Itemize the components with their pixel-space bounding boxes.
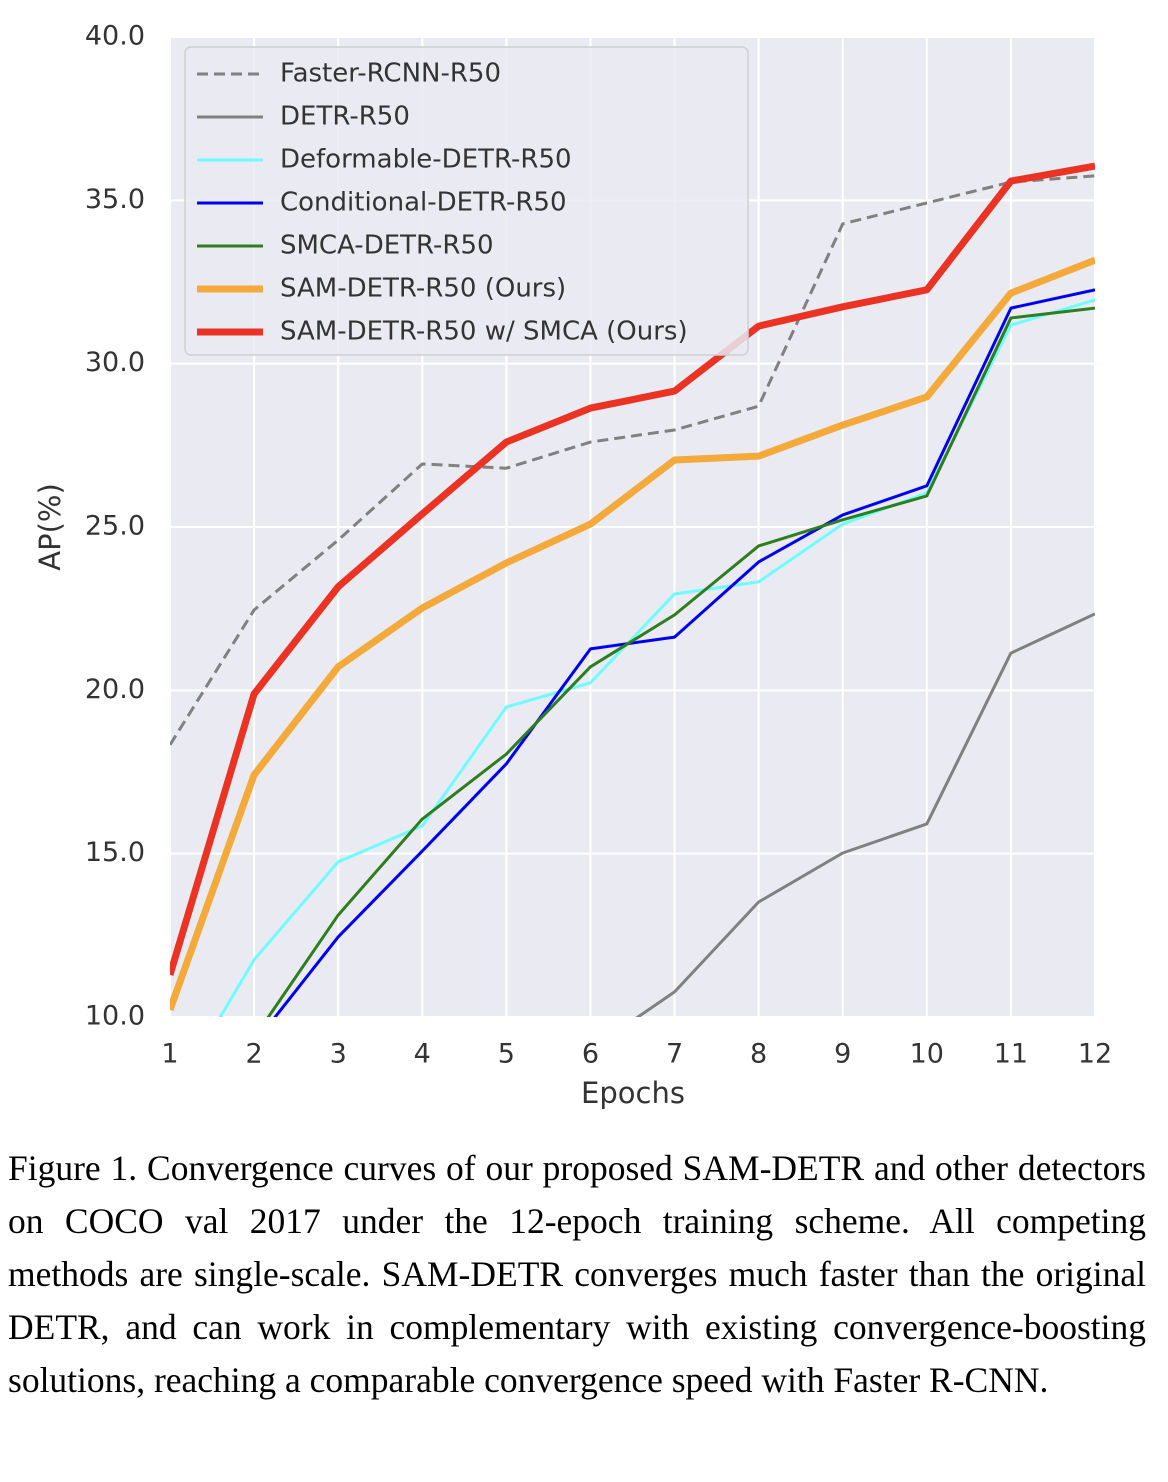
x-tick-label: 4 bbox=[414, 1039, 431, 1070]
figure-caption: Figure 1. Convergence curves of our prop… bbox=[8, 1148, 1146, 1400]
x-tick-label: 11 bbox=[994, 1039, 1028, 1070]
x-tick-label: 6 bbox=[582, 1039, 599, 1070]
x-tick-label: 5 bbox=[498, 1039, 515, 1070]
x-tick-label: 10 bbox=[910, 1039, 944, 1070]
series-line bbox=[170, 162, 1095, 976]
x-axis-label: Epochs bbox=[581, 1076, 685, 1110]
x-tick-label: 8 bbox=[750, 1039, 767, 1070]
lines bbox=[170, 162, 1095, 1017]
y-tick-label: 35.0 bbox=[85, 184, 145, 215]
legend-box bbox=[184, 46, 749, 356]
series-line bbox=[266, 306, 1095, 1017]
y-tick-label: 30.0 bbox=[85, 347, 145, 378]
x-tick-label: 12 bbox=[1078, 1039, 1112, 1070]
series-line bbox=[170, 256, 1095, 1011]
legend-label: SMCA-DETR-R50 bbox=[280, 231, 494, 261]
series-line bbox=[273, 288, 1095, 1017]
y-tick-label: 40.0 bbox=[85, 21, 145, 52]
ticks: 10.015.020.025.030.035.040.01 2 3 4 5 6 7 8 9 10 1… bbox=[85, 21, 1112, 1070]
y-axis-label: AP(%) bbox=[33, 483, 67, 571]
legend-label: SAM-DETR-R50 w/ SMCA (Ours) bbox=[280, 317, 688, 347]
x-tick-label: 9 bbox=[834, 1039, 851, 1070]
legend-label: Conditional-DETR-R50 bbox=[280, 188, 566, 218]
y-tick-label: 15.0 bbox=[85, 837, 145, 868]
series-line bbox=[170, 174, 1095, 746]
legend-label: DETR-R50 bbox=[280, 102, 410, 132]
y-tick-label: 25.0 bbox=[85, 511, 145, 542]
chart: 10.015.020.025.030.035.040.01 2 3 4 5 6 7 8 9 10 1… bbox=[33, 21, 1112, 1111]
legend-label: Faster-RCNN-R50 bbox=[280, 59, 501, 89]
x-tick-label: 7 bbox=[666, 1039, 683, 1070]
legend-label: Deformable-DETR-R50 bbox=[280, 145, 572, 175]
y-tick-label: 20.0 bbox=[85, 674, 145, 705]
x-tick-label: 2 bbox=[245, 1039, 262, 1070]
x-tick-label: 3 bbox=[330, 1039, 347, 1070]
legend-label: SAM-DETR-R50 (Ours) bbox=[280, 274, 566, 304]
x-tick-label: 1 bbox=[161, 1039, 178, 1070]
y-tick-label: 10.0 bbox=[85, 1001, 145, 1032]
legend: Faster-RCNN-R50 DETR-R50 Deformable-DETR-R… bbox=[184, 46, 749, 356]
series-line bbox=[635, 612, 1095, 1017]
